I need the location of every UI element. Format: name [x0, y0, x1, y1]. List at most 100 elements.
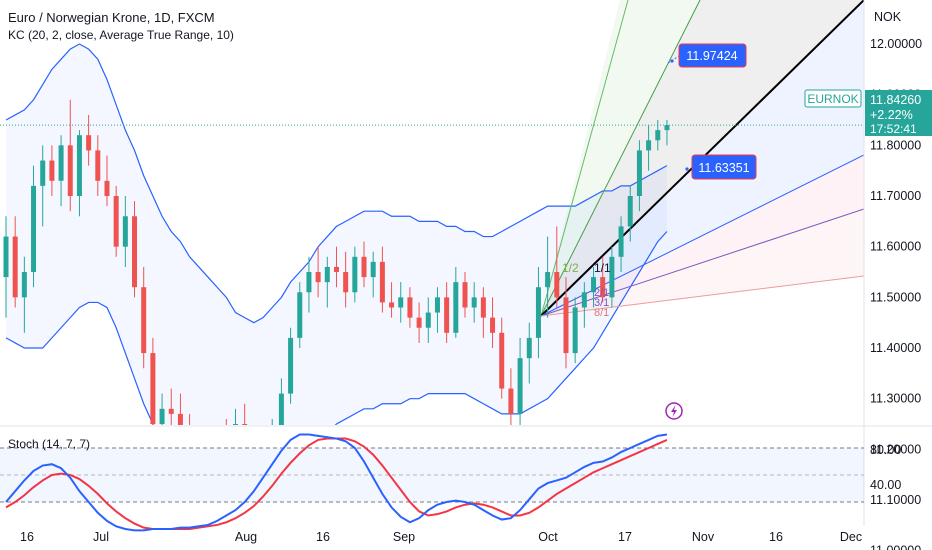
- price-tick: 11.10000: [870, 493, 921, 507]
- time-tick: 16: [20, 530, 34, 544]
- stoch-tick-40: 40.00: [870, 478, 901, 492]
- candle-body: [49, 160, 55, 181]
- candle: [3, 216, 9, 318]
- candle-body: [361, 256, 367, 278]
- svg-text:17:52:41: 17:52:41: [870, 122, 917, 136]
- fan-label-1-1: 1/1: [594, 261, 611, 275]
- candle-body: [508, 388, 514, 414]
- candle-body: [3, 236, 9, 278]
- candle-body: [379, 261, 385, 303]
- price-tick: 11.60000: [870, 240, 921, 254]
- candle: [636, 140, 642, 212]
- price-tick: 11.50000: [870, 290, 921, 304]
- candle: [398, 282, 404, 323]
- indicator-legend[interactable]: KC (20, 2, close, Average True Range, 10…: [8, 28, 234, 42]
- fan-label-2-1: 2/1: [594, 287, 609, 299]
- candle-body: [627, 196, 633, 227]
- candle: [526, 322, 532, 384]
- candle: [508, 368, 514, 425]
- stoch-k-line: [5, 433, 668, 532]
- time-tick: 16: [769, 530, 783, 544]
- candle: [361, 241, 367, 288]
- candle: [324, 256, 330, 308]
- stoch-legend[interactable]: Stoch (14, 7, 7): [8, 437, 91, 451]
- svg-text:11.63351: 11.63351: [698, 161, 749, 175]
- candle-body: [177, 413, 183, 425]
- time-tick: Aug: [235, 530, 257, 544]
- candle: [58, 135, 64, 207]
- candle: [189, 413, 191, 425]
- candle: [76, 130, 82, 217]
- fan-line-3-1: [540, 208, 864, 317]
- lightning-icon[interactable]: [665, 402, 683, 420]
- candle: [591, 266, 597, 308]
- candle: [425, 297, 431, 343]
- time-tick: Jul: [93, 530, 109, 544]
- candle-body: [141, 287, 147, 354]
- currency-label[interactable]: NOK: [874, 10, 902, 24]
- candle: [453, 266, 459, 338]
- candle: [278, 378, 284, 425]
- candle: [104, 155, 110, 207]
- candle-body: [113, 196, 119, 247]
- candle: [480, 287, 486, 338]
- candle-body: [67, 145, 73, 197]
- candle: [177, 393, 183, 425]
- candle-body: [288, 337, 294, 394]
- candle: [315, 246, 321, 298]
- candle-body: [233, 424, 238, 425]
- chart-title: Euro / Norwegian Krone, 1D, FXCM: [8, 10, 215, 25]
- candle-body: [315, 272, 321, 283]
- channel-upper-line: [5, 43, 668, 324]
- candle-body: [563, 297, 569, 354]
- candle: [150, 337, 156, 425]
- candle-body: [581, 292, 587, 308]
- time-axis[interactable]: 16 Jul Aug 16 Sep Oct 17 Nov 16 Dec: [20, 530, 862, 544]
- candle-body: [535, 287, 541, 338]
- price-tick: 11.30000: [870, 392, 921, 406]
- fan-line-8-1: [540, 275, 864, 317]
- candle: [141, 266, 147, 369]
- candle: [600, 256, 606, 303]
- candle: [646, 125, 652, 171]
- candle: [122, 196, 128, 267]
- candle-body: [122, 216, 128, 247]
- candle: [444, 282, 450, 343]
- candle-body: [86, 135, 92, 151]
- candle: [471, 282, 477, 323]
- channel-lower-line: [5, 231, 668, 425]
- candle-body: [12, 236, 18, 298]
- price-tick: 12.00000: [870, 37, 922, 51]
- target-label-lower[interactable]: 11.63351: [685, 154, 757, 180]
- candle: [297, 282, 303, 349]
- svg-text:11.84260: 11.84260: [870, 93, 921, 107]
- candle: [333, 246, 339, 288]
- candle-body: [31, 185, 37, 273]
- candle-body: [278, 393, 284, 425]
- candle: [618, 216, 624, 273]
- candle: [572, 297, 578, 364]
- candle: [132, 201, 138, 298]
- candle: [352, 246, 358, 303]
- candle-body: [306, 272, 312, 293]
- candle-body: [242, 424, 248, 425]
- candle-body: [76, 135, 82, 197]
- candle-body: [572, 307, 578, 354]
- candle-body: [453, 282, 459, 333]
- candle: [535, 266, 541, 359]
- candle-body: [333, 266, 339, 273]
- time-tick: Sep: [393, 530, 415, 544]
- candle: [21, 256, 27, 333]
- stoch-tick-80: 80.00: [870, 443, 901, 457]
- time-tick: Dec: [840, 530, 862, 544]
- candle-body: [480, 297, 486, 318]
- price-tick: 11.70000: [870, 189, 921, 203]
- svg-text:11.97424: 11.97424: [686, 49, 737, 63]
- candle: [168, 388, 174, 425]
- candle-body: [389, 302, 395, 308]
- candle-body: [545, 272, 551, 288]
- target-label-upper[interactable]: 11.97424: [667, 43, 747, 68]
- candle-body: [40, 160, 46, 186]
- time-tick: 16: [316, 530, 330, 544]
